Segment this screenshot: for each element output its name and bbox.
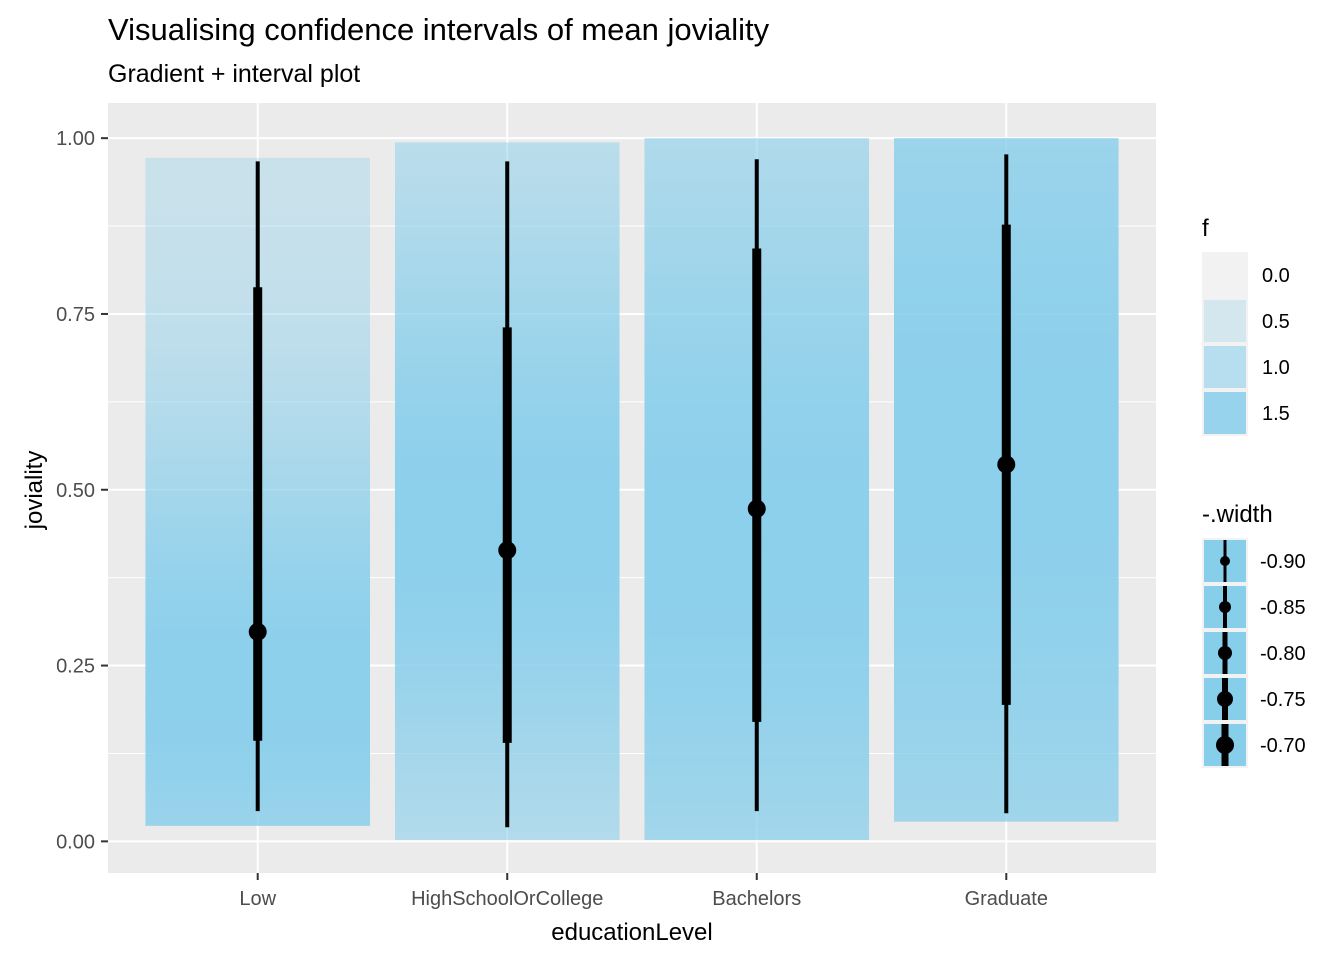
legend-width-label: -0.85	[1260, 597, 1306, 619]
legend-f: f 0.0 0.5 1.0 1.5	[1202, 215, 1290, 436]
chart-subtitle: Gradient + interval plot	[108, 60, 361, 88]
mean-point	[248, 622, 267, 641]
legend-f-key	[1204, 392, 1246, 434]
legend-width-label: -0.70	[1260, 735, 1306, 757]
mean-point	[747, 499, 766, 518]
legend-width-point	[1218, 646, 1232, 660]
mean-point	[498, 541, 517, 560]
legend-f-key	[1204, 300, 1246, 342]
legend-f-key	[1204, 346, 1246, 388]
legend-width-point	[1219, 601, 1231, 613]
x-tick-label: Graduate	[965, 888, 1048, 910]
legend-width-label: -0.80	[1260, 643, 1306, 665]
y-tick-label: 0.25	[56, 656, 95, 678]
legend-f-label: 0.0	[1262, 265, 1290, 287]
y-tick-label: 0.00	[56, 831, 95, 853]
legend-f-title: f	[1202, 215, 1209, 242]
legend-f-key-bg	[1202, 298, 1248, 344]
legend-width-point	[1220, 556, 1230, 566]
y-tick-label: 0.75	[56, 304, 95, 326]
x-axis-title: educationLevel	[551, 919, 712, 946]
x-tick-label: HighSchoolOrCollege	[411, 888, 603, 910]
legend-f-label: 1.0	[1262, 357, 1290, 379]
legend-width-title: -.width	[1202, 501, 1273, 528]
y-axis-title: joviality	[21, 451, 48, 531]
legend-width-point	[1216, 736, 1234, 754]
legend-width-label: -0.90	[1260, 551, 1306, 573]
y-tick-label: 0.50	[56, 480, 95, 502]
y-tick-label: 1.00	[56, 128, 95, 150]
x-tick-label: Low	[239, 888, 276, 910]
legend-f-label: 0.5	[1262, 311, 1290, 333]
axes: 0.00 0.25 0.50 0.75 1.00 Low HighSchoolOrColle…	[56, 128, 1048, 910]
legend-f-key	[1204, 254, 1246, 296]
legend-f-key-bg	[1202, 252, 1248, 298]
x-tick-label: Bachelors	[712, 888, 801, 910]
chart-title: Visualising confidence intervals of mean…	[108, 12, 770, 47]
legend-width: -.width -0.90 -0.85 -0.80 -0.75 -0.70	[1202, 501, 1306, 768]
interval-marks	[248, 154, 1016, 828]
legend-width-label: -0.75	[1260, 689, 1306, 711]
legend-width-point	[1217, 691, 1233, 707]
legend-f-label: 1.5	[1262, 403, 1290, 425]
mean-point	[997, 455, 1016, 474]
